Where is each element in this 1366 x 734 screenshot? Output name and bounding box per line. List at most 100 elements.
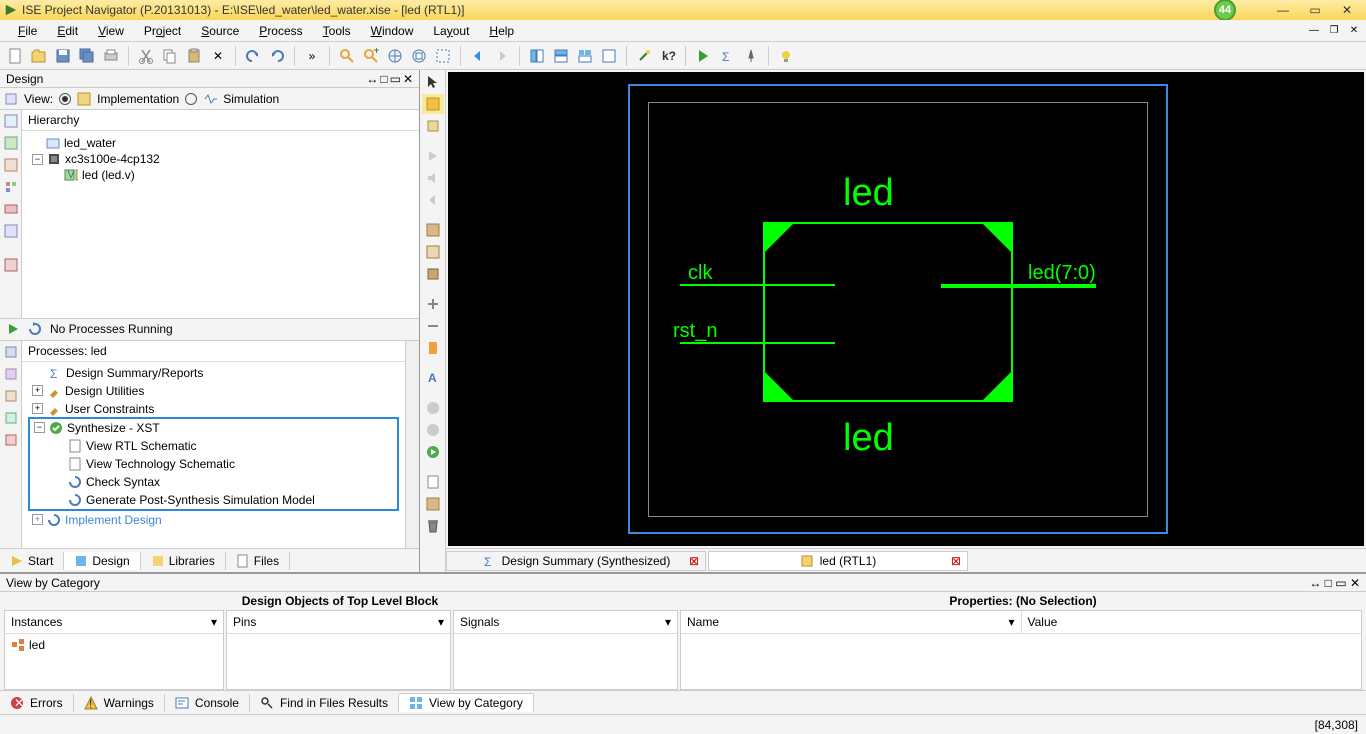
mt-circle1[interactable]: [422, 398, 444, 418]
panel-max-icon[interactable]: □: [380, 72, 387, 86]
mt-save[interactable]: [422, 494, 444, 514]
dropdown4-icon[interactable]: ▾: [1008, 615, 1014, 629]
mt-zoom[interactable]: [422, 94, 444, 114]
undo-button[interactable]: [242, 45, 264, 67]
menu-view[interactable]: View: [88, 22, 134, 40]
menu-window[interactable]: Window: [361, 22, 424, 40]
mt-hand[interactable]: [422, 116, 444, 136]
layout4-button[interactable]: [598, 45, 620, 67]
layout2-button[interactable]: [550, 45, 572, 67]
update-badge[interactable]: 44: [1214, 0, 1236, 21]
new-button[interactable]: [4, 45, 26, 67]
mt-expand[interactable]: [422, 294, 444, 314]
mt-speaker[interactable]: [422, 168, 444, 188]
tab-find[interactable]: Find in Files Results: [250, 694, 399, 712]
proc-syntax[interactable]: Check Syntax: [30, 473, 397, 491]
bp-close-icon[interactable]: ✕: [1350, 576, 1360, 590]
side-icon-7[interactable]: [2, 256, 20, 274]
tab-errors[interactable]: ✕ Errors: [0, 694, 74, 712]
doc-tab-rtl-close[interactable]: ⊠: [951, 554, 961, 568]
mt-pointer[interactable]: [422, 72, 444, 92]
panel-pin-icon[interactable]: ↔: [366, 72, 378, 86]
side-icon-5[interactable]: [2, 200, 20, 218]
expand-constr[interactable]: +: [32, 403, 43, 414]
bp-max-icon[interactable]: □: [1325, 576, 1332, 590]
side-icon-6[interactable]: [2, 222, 20, 240]
compass-button[interactable]: [740, 45, 762, 67]
mt-collapse[interactable]: [422, 316, 444, 336]
tree-node-module[interactable]: V led (led.v): [28, 167, 413, 183]
col-props[interactable]: Name▾ Value: [680, 610, 1362, 690]
mt-box2[interactable]: [422, 242, 444, 262]
sigma-button[interactable]: Σ: [716, 45, 738, 67]
menu-layout[interactable]: Layout: [423, 22, 479, 40]
menu-source[interactable]: Source: [191, 22, 249, 40]
redo-button[interactable]: [266, 45, 288, 67]
tab-warnings[interactable]: ! Warnings: [74, 694, 165, 712]
pside-3[interactable]: [2, 387, 20, 405]
print-button[interactable]: [100, 45, 122, 67]
menu-help[interactable]: Help: [479, 22, 524, 40]
layout1-button[interactable]: [526, 45, 548, 67]
mt-back[interactable]: [422, 190, 444, 210]
cut-button[interactable]: [135, 45, 157, 67]
doc-tab-summary[interactable]: Σ Design Summary (Synthesized) ⊠: [446, 551, 706, 571]
doc-tab-rtl[interactable]: led (RTL1) ⊠: [708, 551, 968, 571]
menu-process[interactable]: Process: [249, 22, 312, 40]
mdi-restore[interactable]: ❐: [1326, 24, 1342, 38]
proc-postsynth[interactable]: Generate Post-Synthesis Simulation Model: [30, 491, 397, 509]
proc-util[interactable]: + Design Utilities: [28, 382, 399, 400]
mt-play[interactable]: [422, 146, 444, 166]
mt-go[interactable]: [422, 442, 444, 462]
zoom-button[interactable]: [384, 45, 406, 67]
find2-button[interactable]: +: [360, 45, 382, 67]
find-button[interactable]: [336, 45, 358, 67]
mdi-minimize[interactable]: —: [1306, 24, 1322, 38]
tree-node-device[interactable]: − xc3s100e-4cp132: [28, 151, 413, 167]
side-icon-4[interactable]: [2, 178, 20, 196]
schematic-canvas[interactable]: led led clk rst_n led(7:0): [448, 72, 1364, 546]
tab-design[interactable]: Design: [64, 552, 140, 570]
key-button[interactable]: k?: [657, 45, 679, 67]
zoom-fit-button[interactable]: [408, 45, 430, 67]
mt-new[interactable]: [422, 472, 444, 492]
hierarchy-tree[interactable]: Hierarchy led_water − xc3s100e-4cp132 V …: [22, 110, 419, 318]
menu-file[interactable]: File: [8, 22, 47, 40]
col-signals[interactable]: Signals▾: [453, 610, 678, 690]
side-icon-3[interactable]: [2, 156, 20, 174]
tab-view-category[interactable]: View by Category: [399, 693, 534, 712]
pside-1[interactable]: [2, 343, 20, 361]
doc-tab-summary-close[interactable]: ⊠: [689, 554, 699, 568]
tab-console[interactable]: Console: [165, 694, 250, 712]
panel-float-icon[interactable]: ▭: [390, 72, 401, 86]
pside-4[interactable]: [2, 409, 20, 427]
close-button[interactable]: ✕: [1340, 3, 1354, 17]
wand-button[interactable]: [633, 45, 655, 67]
proc-summary[interactable]: Σ Design Summary/Reports: [28, 364, 399, 382]
save-button[interactable]: [52, 45, 74, 67]
mt-box1[interactable]: [422, 220, 444, 240]
mt-box3[interactable]: [422, 264, 444, 284]
save-all-button[interactable]: [76, 45, 98, 67]
side-icon-1[interactable]: [2, 112, 20, 130]
paste-button[interactable]: [183, 45, 205, 67]
pside-5[interactable]: [2, 431, 20, 449]
mt-trash[interactable]: [422, 516, 444, 536]
mdi-close[interactable]: ✕: [1346, 24, 1362, 38]
processes-tree[interactable]: Processes: led Σ Design Summary/Reports …: [22, 341, 405, 549]
proc-synth[interactable]: − Synthesize - XST: [30, 419, 397, 437]
col-instances[interactable]: Instances▾ led: [4, 610, 224, 690]
zoom-area-button[interactable]: [432, 45, 454, 67]
schematic-module[interactable]: [763, 222, 1013, 402]
expand-impl[interactable]: +: [32, 514, 43, 525]
mt-text[interactable]: A: [422, 368, 444, 388]
instance-item[interactable]: led: [11, 638, 217, 652]
minimize-button[interactable]: —: [1276, 3, 1290, 17]
bp-pin-icon[interactable]: ↔: [1309, 576, 1321, 590]
open-button[interactable]: [28, 45, 50, 67]
processes-scrollbar[interactable]: [405, 341, 419, 549]
run-icon[interactable]: [6, 322, 20, 336]
dropdown2-icon[interactable]: ▾: [438, 615, 444, 629]
back-button[interactable]: [467, 45, 489, 67]
maximize-button[interactable]: ▭: [1308, 3, 1322, 17]
